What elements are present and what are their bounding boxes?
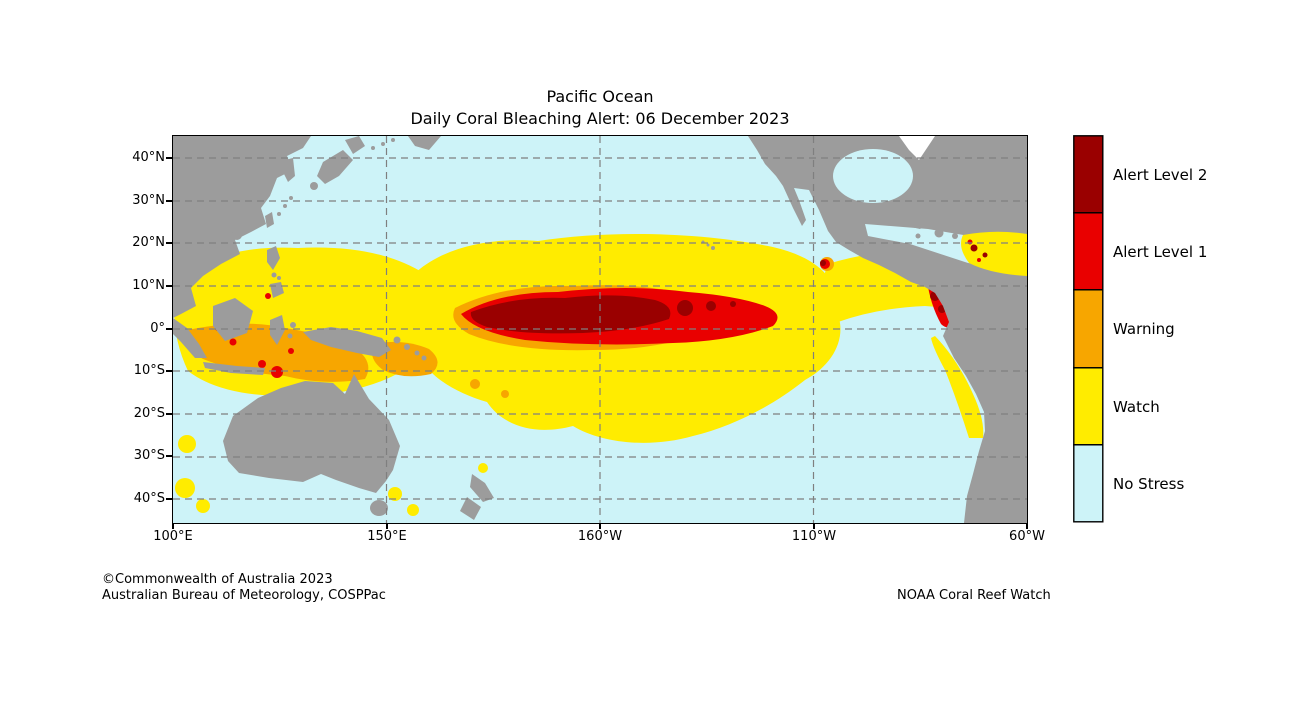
land-sulawesi — [270, 315, 285, 345]
axis-tick — [813, 523, 815, 529]
legend-swatch-warning — [1073, 289, 1104, 369]
land-cuba — [869, 210, 927, 229]
land-americas — [748, 136, 1027, 523]
land-layer — [173, 136, 1027, 523]
axis-tick — [166, 157, 172, 159]
land-japan-kyushu — [310, 182, 318, 190]
land-java — [203, 362, 265, 375]
alert-layer-alert2 — [470, 260, 946, 334]
land-japan-hokkaido — [345, 136, 365, 154]
land-sumatra — [173, 318, 207, 358]
copyright-line1: ©Commonwealth of Australia 2023 — [102, 572, 333, 587]
lat-tick-label-20n: 20°N — [132, 235, 165, 250]
lat-tick-label-40n: 40°N — [132, 150, 165, 165]
land-hainan — [232, 230, 242, 240]
axis-tick — [172, 523, 174, 529]
map-frame — [172, 135, 1028, 524]
no-data-wedge — [899, 136, 935, 160]
axis-tick — [166, 498, 172, 500]
axis-tick — [166, 285, 172, 287]
axis-tick — [166, 242, 172, 244]
land-philippines-luzon — [267, 246, 280, 270]
land-new-zealand-north — [470, 474, 494, 502]
axis-tick — [599, 523, 601, 529]
lat-tick-label-30s: 30°S — [133, 448, 165, 463]
legend-swatch-watch — [1073, 367, 1104, 446]
land-new-zealand-south — [460, 497, 481, 520]
land-korea — [283, 158, 295, 182]
lat-tick-label-40s: 40°S — [133, 491, 165, 506]
land-australia — [223, 374, 400, 493]
axis-tick — [386, 523, 388, 529]
axis-tick — [166, 413, 172, 415]
axis-tick — [1026, 523, 1028, 529]
legend-label-watch: Watch — [1113, 398, 1160, 416]
land-tasmania — [370, 500, 388, 516]
land-taiwan — [265, 212, 274, 228]
caribbean-islands — [869, 210, 958, 239]
axis-tick — [166, 200, 172, 202]
alert-patch-caribbean-alert2 — [970, 244, 988, 258]
lon-tick-label-150e: 150°E — [367, 529, 407, 544]
axis-tick — [166, 370, 172, 372]
copyright-attribution: ©Commonwealth of Australia 2023 Australi… — [102, 572, 386, 604]
lon-tick-label-100e: 100°E — [153, 529, 193, 544]
lat-tick-label-10n: 10°N — [132, 278, 165, 293]
land-kamchatka — [408, 136, 441, 150]
land-borneo — [213, 298, 253, 341]
title-line1: Pacific Ocean — [546, 87, 654, 106]
gridlines — [173, 136, 1027, 523]
chart-title: Pacific Ocean Daily Coral Bleaching Aler… — [173, 86, 1027, 130]
land-new-guinea — [303, 327, 391, 357]
title-line2: Daily Coral Bleaching Alert: 06 December… — [410, 109, 790, 128]
land-hispaniola — [934, 228, 944, 238]
axis-tick — [166, 328, 172, 330]
land-jamaica — [915, 233, 921, 239]
legend-swatch-alert-level-2 — [1073, 135, 1104, 214]
lat-tick-label-30n: 30°N — [132, 193, 165, 208]
legend-label-no-stress: No Stress — [1113, 475, 1185, 493]
lon-tick-label-60w: 60°W — [1009, 529, 1045, 544]
lon-tick-label-110w: 110°W — [791, 529, 837, 544]
lat-tick-label-0: 0° — [150, 321, 165, 336]
legend-label-warning: Warning — [1113, 320, 1175, 338]
lat-tick-label-10s: 10°S — [133, 363, 165, 378]
pacific-map — [173, 136, 1027, 523]
land-puerto-rico — [952, 233, 958, 239]
land-asia — [173, 136, 311, 318]
legend-colorbar — [1073, 135, 1104, 527]
lon-tick-label-160w: 160°W — [577, 529, 623, 544]
legend-swatch-alert-level-1 — [1073, 212, 1104, 291]
copyright-line2: Australian Bureau of Meteorology, COSPPa… — [102, 588, 386, 603]
legend-label-alert-level-2: Alert Level 2 — [1113, 166, 1208, 184]
noaa-credit: NOAA Coral Reef Watch — [897, 588, 1051, 603]
lat-tick-label-20s: 20°S — [133, 406, 165, 421]
gulf-of-mexico — [833, 149, 913, 203]
axis-tick — [166, 455, 172, 457]
legend-label-alert-level-1: Alert Level 1 — [1113, 243, 1208, 261]
legend-swatch-no-stress — [1073, 444, 1104, 523]
